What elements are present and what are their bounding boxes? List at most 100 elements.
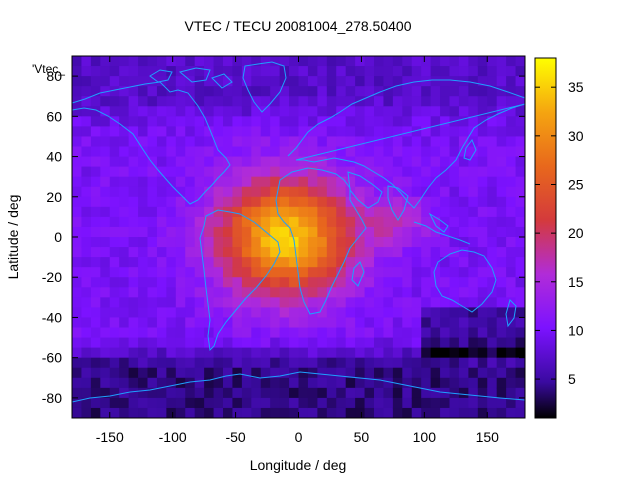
heatmap-cell (166, 387, 177, 399)
heatmap-cell (307, 106, 318, 117)
heatmap-cell (307, 327, 318, 339)
heatmap-cell (175, 156, 186, 168)
heatmap-cell (430, 367, 441, 379)
colorbar-tick-label: 15 (568, 274, 584, 290)
heatmap-cell (383, 387, 394, 399)
heatmap-cell (289, 347, 300, 359)
heatmap-cell (345, 86, 356, 97)
heatmap-cell (449, 277, 460, 288)
heatmap-cell (440, 247, 451, 258)
heatmap-cell (458, 56, 469, 67)
heatmap-cell (156, 196, 167, 208)
heatmap-cell (468, 176, 479, 188)
heatmap-cell (326, 166, 337, 178)
heatmap-cell (411, 196, 422, 208)
heatmap-cell (392, 337, 403, 349)
heatmap-cell (468, 106, 479, 117)
heatmap-cell (458, 226, 469, 238)
heatmap-cell (81, 377, 92, 389)
heatmap-cell (279, 287, 290, 298)
heatmap-cell (477, 106, 488, 117)
heatmap-cell (355, 357, 366, 369)
heatmap-cell (336, 146, 347, 158)
heatmap-cell (374, 196, 385, 208)
heatmap-cell (440, 126, 451, 138)
heatmap-cell (270, 216, 281, 228)
heatmap-cell (336, 56, 347, 67)
heatmap-cell (90, 226, 101, 238)
heatmap-cell (449, 297, 460, 308)
heatmap-cell (138, 76, 149, 87)
heatmap-cell (100, 247, 111, 258)
heatmap-cell (506, 307, 517, 319)
heatmap-cell (374, 397, 385, 409)
heatmap-cell (383, 166, 394, 178)
heatmap-cell (270, 377, 281, 389)
heatmap-cell (364, 106, 375, 117)
heatmap-cell (515, 277, 525, 288)
heatmap-cell (421, 397, 432, 409)
heatmap-cell (355, 186, 366, 198)
heatmap-cell (128, 166, 139, 178)
heatmap-cell (506, 226, 517, 238)
heatmap-cell (402, 297, 413, 308)
heatmap-cell (260, 186, 271, 198)
heatmap-cell (289, 267, 300, 278)
heatmap-cell (289, 226, 300, 238)
heatmap-cell (128, 337, 139, 349)
heatmap-cell (355, 327, 366, 339)
heatmap-cell (241, 186, 252, 198)
heatmap-cell (515, 347, 525, 359)
heatmap-cell (458, 367, 469, 379)
heatmap-cell (421, 267, 432, 278)
heatmap-cell (487, 277, 498, 288)
heatmap-cell (128, 206, 139, 218)
heatmap-cell (411, 116, 422, 127)
heatmap-cell (355, 287, 366, 298)
heatmap-cell (270, 206, 281, 218)
heatmap-cell (232, 76, 243, 87)
heatmap-cell (430, 247, 441, 258)
heatmap-cell (128, 156, 139, 168)
heatmap-cell (185, 176, 196, 188)
heatmap-cell (194, 387, 205, 399)
heatmap-cell (374, 206, 385, 218)
heatmap-cell (175, 136, 186, 148)
heatmap-cell (109, 407, 120, 418)
heatmap-cell (449, 66, 460, 77)
heatmap-cell (458, 247, 469, 258)
heatmap-cell (307, 277, 318, 288)
heatmap-cell (213, 106, 224, 117)
heatmap-cell (260, 206, 271, 218)
coast-india (387, 185, 409, 221)
heatmap-cell (383, 66, 394, 77)
heatmap-cell (440, 176, 451, 188)
heatmap-cell (270, 287, 281, 298)
heatmap-cell (477, 136, 488, 148)
heatmap-cell (138, 186, 149, 198)
heatmap-cell (421, 76, 432, 87)
heatmap-cell (477, 206, 488, 218)
heatmap-cell (166, 317, 177, 329)
heatmap-cell (430, 186, 441, 198)
heatmap-cell (194, 226, 205, 238)
heatmap-cell (138, 196, 149, 208)
heatmap-cell (128, 407, 139, 418)
heatmap-cell (232, 307, 243, 319)
heatmap-cell (477, 146, 488, 158)
heatmap-cell (128, 307, 139, 319)
heatmap-cell (166, 377, 177, 389)
heatmap-cell (355, 407, 366, 418)
heatmap-cell (204, 367, 215, 379)
heatmap-cell (458, 387, 469, 399)
coast-australia (433, 249, 497, 313)
heatmap-cell (383, 86, 394, 97)
heatmap-cell (166, 206, 177, 218)
heatmap-cell (72, 86, 83, 97)
heatmap-cell (430, 287, 441, 298)
heatmap-cell (175, 367, 186, 379)
heatmap-cell (223, 66, 234, 77)
heatmap-cell (374, 126, 385, 138)
heatmap-cell (515, 247, 525, 258)
